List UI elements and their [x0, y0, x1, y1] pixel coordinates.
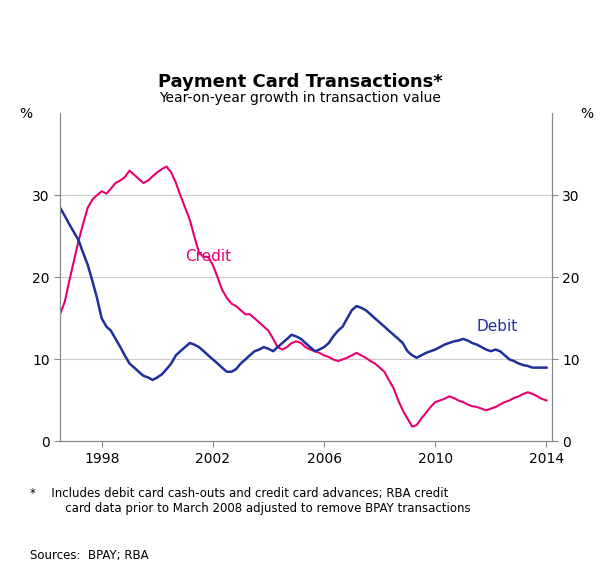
Text: Payment Card Transactions*: Payment Card Transactions*	[158, 72, 442, 91]
Text: *  Includes debit card cash-outs and credit card advances; RBA credit
   card da: * Includes debit card cash-outs and cred…	[30, 487, 470, 514]
Y-axis label: %: %	[580, 106, 593, 121]
Text: Year-on-year growth in transaction value: Year-on-year growth in transaction value	[159, 91, 441, 105]
Text: Debit: Debit	[477, 319, 518, 334]
Y-axis label: %: %	[19, 106, 32, 121]
Text: Credit: Credit	[185, 249, 231, 264]
Text: Sources:  BPAY; RBA: Sources: BPAY; RBA	[30, 549, 149, 562]
